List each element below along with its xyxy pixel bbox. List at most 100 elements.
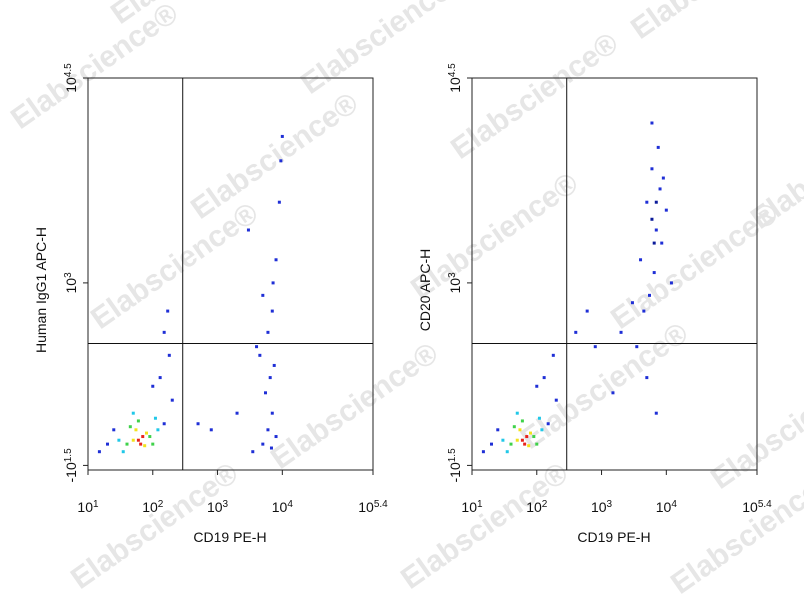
y-tick-label-exp: 1.5 <box>63 448 74 462</box>
x-tick-label-base: 10 <box>77 499 93 515</box>
dot <box>650 217 654 221</box>
dot <box>652 241 656 245</box>
watermark: Elabscience® <box>625 0 804 46</box>
x-axis-label: CD19 PE-H <box>577 529 650 545</box>
watermark: Elabscience® <box>85 197 264 336</box>
watermark: Elabscience® <box>65 457 244 596</box>
x-tick-label-exp: 1 <box>477 499 483 510</box>
x-tick-label-base: 10 <box>461 499 477 515</box>
dot <box>611 391 615 395</box>
dot <box>593 345 597 349</box>
dot <box>170 398 174 402</box>
dot <box>141 435 145 439</box>
dot <box>520 438 524 442</box>
dot <box>669 281 673 285</box>
dot <box>525 435 529 439</box>
y-tick-label-base: 10 <box>63 77 79 93</box>
dot <box>153 416 157 420</box>
dot <box>156 428 160 432</box>
x-tick-label-exp: 5.4 <box>758 499 772 510</box>
dot <box>518 428 522 432</box>
dot <box>619 330 623 334</box>
x-tick-label-base: 10 <box>142 499 158 515</box>
dot <box>280 134 284 138</box>
dot <box>542 376 546 380</box>
dot <box>501 438 505 442</box>
y-tick-label: 103 <box>447 272 464 294</box>
dot <box>269 446 273 450</box>
y-tick-label-exp: 4.5 <box>63 63 74 77</box>
y-tick-label-base: 10 <box>447 77 463 93</box>
x-tick-label: 102 <box>526 499 548 516</box>
dot <box>139 442 143 446</box>
dot <box>258 353 262 357</box>
dot <box>512 425 516 429</box>
dot <box>654 200 658 204</box>
dot <box>134 428 138 432</box>
dot <box>635 345 639 349</box>
dot <box>551 353 555 357</box>
dot <box>574 330 578 334</box>
dot <box>654 411 658 415</box>
watermark: Elabscience® <box>5 0 184 136</box>
dot <box>481 450 485 454</box>
x-tick-label: 101 <box>461 499 483 516</box>
dot <box>664 208 668 212</box>
dot <box>658 187 662 191</box>
y-tick-label: -101.5 <box>447 448 464 483</box>
y-axis-label: Human IgG1 APC-H <box>33 227 49 353</box>
x-tick-label: 103 <box>207 499 229 516</box>
x-tick-label: 105.4 <box>742 499 772 516</box>
dot <box>642 309 646 313</box>
dot <box>656 145 660 149</box>
y-tick-label-exp: 1.5 <box>447 448 458 462</box>
x-tick-label: 105.4 <box>358 499 388 516</box>
y-tick-label-base: 10 <box>63 278 79 294</box>
x-tick-label-base: 10 <box>526 499 542 515</box>
y-axis-label: CD20 APC-H <box>417 249 433 331</box>
dot <box>158 376 162 380</box>
watermark: Elabscience® <box>265 337 444 476</box>
dot <box>270 309 274 313</box>
x-tick-label-exp: 4 <box>671 499 677 510</box>
dot <box>554 398 558 402</box>
dot <box>266 428 270 432</box>
dot <box>650 167 654 171</box>
y-tick-label-base: 10 <box>447 278 463 294</box>
dot <box>652 271 656 275</box>
dot <box>535 384 539 388</box>
dot <box>528 431 532 435</box>
y-tick-label: 104.5 <box>63 63 80 93</box>
dot <box>654 228 658 232</box>
y-tick-label: -101.5 <box>63 448 80 483</box>
dot <box>650 121 654 125</box>
dot <box>121 450 125 454</box>
x-tick-label: 103 <box>591 499 613 516</box>
dot <box>277 200 281 204</box>
watermark: Elabscience® <box>705 357 804 496</box>
x-tick-label-exp: 5.4 <box>374 499 388 510</box>
dot <box>515 411 519 415</box>
x-tick-label-base: 10 <box>656 499 672 515</box>
y-tick-label-base: -10 <box>63 462 79 482</box>
plot-frame <box>471 77 758 471</box>
dot <box>166 309 170 313</box>
dot <box>128 425 132 429</box>
dot <box>585 309 589 313</box>
dot <box>630 301 634 305</box>
dot <box>270 411 274 415</box>
x-tick-label: 101 <box>77 499 99 516</box>
watermark: Elabscience® <box>395 457 574 596</box>
dot <box>648 293 652 297</box>
dot <box>167 353 171 357</box>
x-tick-label-exp: 4 <box>287 499 293 510</box>
dot <box>546 422 550 426</box>
dot <box>136 419 140 423</box>
dot <box>143 444 147 448</box>
dot <box>112 428 116 432</box>
dot <box>537 416 541 420</box>
dot <box>515 438 519 442</box>
dot <box>645 200 649 204</box>
dot <box>235 411 239 415</box>
x-axis-label: CD19 PE-H <box>193 529 266 545</box>
